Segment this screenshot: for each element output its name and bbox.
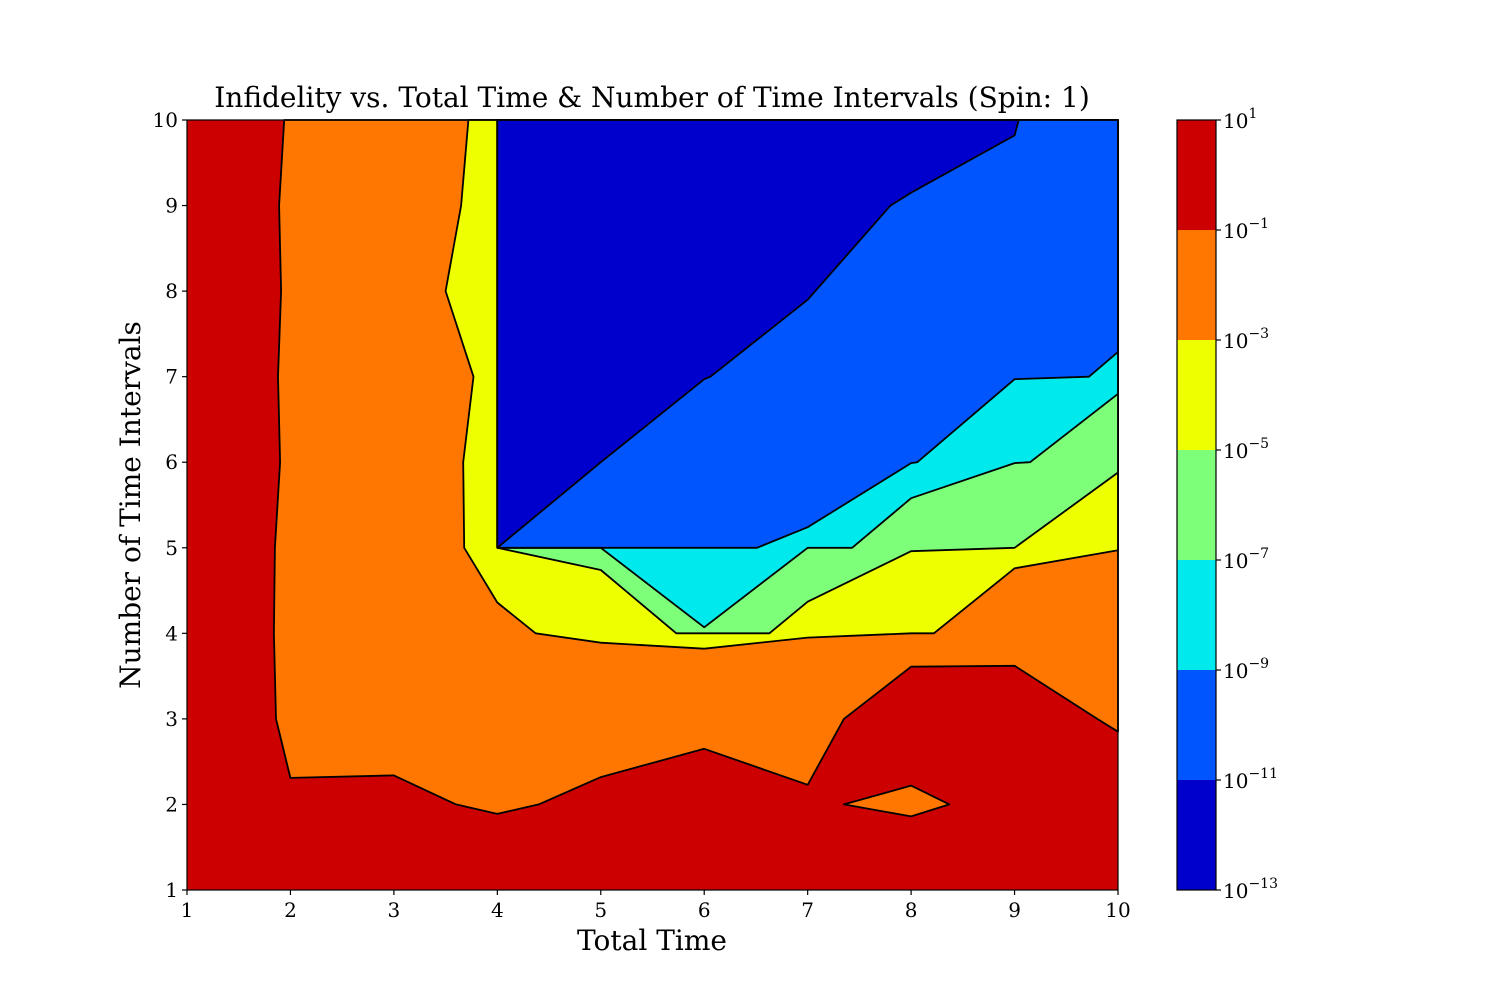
y-tick-label: 3 (165, 707, 178, 731)
x-tick-label: 2 (284, 898, 297, 922)
x-tick-label: 9 (1008, 898, 1021, 922)
y-axis-label: Number of Time Intervals (114, 321, 147, 689)
plot-frame (186, 119, 1119, 891)
colorbar-tick-base: 10 (1223, 329, 1248, 353)
y-tick-label: 5 (165, 536, 178, 560)
colorbar-band-0 (1177, 780, 1216, 890)
x-tick-label: 5 (594, 898, 607, 922)
colorbar-tick-exponent: −7 (1248, 546, 1269, 562)
x-axis-label: Total Time (577, 924, 727, 957)
y-tick-label: 1 (165, 878, 178, 902)
contour-region-7 (496, 119, 1020, 549)
colorbar-tick-label: 10−13 (1223, 876, 1278, 903)
colorbar-tick-label: 10−5 (1223, 436, 1269, 463)
chart-title: Infidelity vs. Total Time & Number of Ti… (214, 81, 1090, 114)
y-tick-label: 2 (165, 792, 178, 816)
colorbar-tick-label: 10−7 (1223, 546, 1269, 573)
colorbar-band-5 (1177, 230, 1216, 340)
colorbar-band-3 (1177, 450, 1216, 560)
x-tick-label: 4 (491, 898, 504, 922)
y-tick-label: 7 (165, 365, 178, 389)
y-tick-label: 8 (165, 279, 178, 303)
colorbar-tick-exponent: −1 (1248, 216, 1269, 232)
x-tick-label: 6 (698, 898, 711, 922)
colorbar-tick-exponent: −5 (1248, 436, 1269, 452)
x-tick-label: 3 (388, 898, 401, 922)
colorbar-tick-base: 10 (1223, 769, 1248, 793)
x-axis-ticks: 1 2 3 4 5 6 7 8 9 10 (181, 890, 1131, 922)
colorbar-tick-label: 10−9 (1223, 656, 1269, 683)
colorbar-tick-exponent: −11 (1248, 766, 1278, 782)
colorbar-tick-base: 10 (1223, 659, 1248, 683)
y-tick-label: 9 (165, 194, 178, 218)
colorbar-tick-base: 10 (1223, 219, 1248, 243)
colorbar-tick-label: 10−1 (1223, 216, 1269, 243)
contour-region-2 (843, 784, 951, 818)
y-axis-ticks: 1 2 3 4 5 6 7 8 9 10 (153, 108, 187, 902)
x-tick-label: 7 (801, 898, 814, 922)
colorbar-tick-exponent: −13 (1248, 876, 1278, 892)
colorbar-tick-base: 10 (1223, 109, 1248, 133)
y-tick-label: 10 (153, 108, 178, 132)
colorbar-band-6 (1177, 120, 1216, 230)
colorbar-band-4 (1177, 340, 1216, 450)
y-tick-label: 6 (165, 450, 178, 474)
contour-regions (187, 119, 1119, 890)
colorbar-tick-base: 10 (1223, 879, 1248, 903)
colorbar-band-2 (1177, 560, 1216, 670)
colorbar-tick-exponent: 1 (1248, 106, 1257, 122)
colorbar-tick-label: 10−3 (1223, 326, 1269, 353)
x-tick-label: 1 (181, 898, 194, 922)
y-tick-label: 4 (165, 621, 178, 645)
x-tick-label: 8 (905, 898, 918, 922)
colorbar-tick-label: 10−11 (1223, 766, 1278, 793)
x-tick-label: 10 (1105, 898, 1130, 922)
colorbar-tick-base: 10 (1223, 549, 1248, 573)
colorbar-frame (1176, 119, 1217, 891)
colorbar-tick-base: 10 (1223, 439, 1248, 463)
colorbar-tick-exponent: −9 (1248, 656, 1269, 672)
colorbar-band-1 (1177, 670, 1216, 780)
colorbar-tick-exponent: −3 (1248, 326, 1269, 342)
colorbar-tick-label: 101 (1223, 106, 1257, 133)
